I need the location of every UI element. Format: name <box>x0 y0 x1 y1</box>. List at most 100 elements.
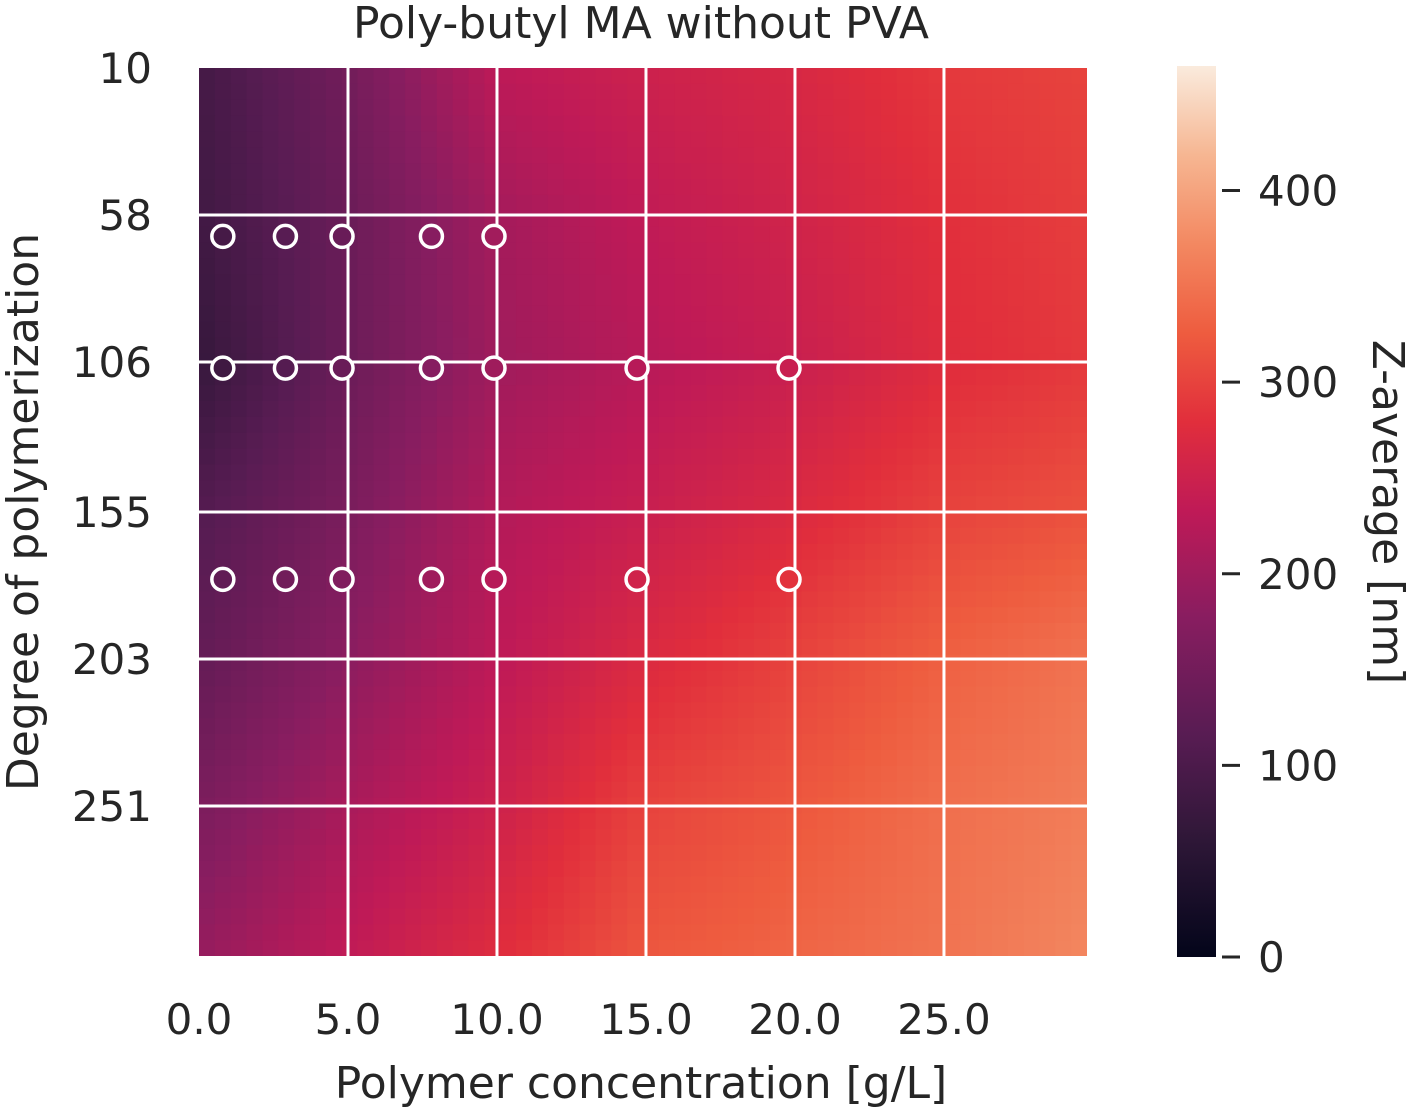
heatmap-cell <box>675 575 691 591</box>
heatmap-cell <box>627 116 643 132</box>
heatmap-cell <box>754 211 770 227</box>
heatmap-cell <box>770 116 786 132</box>
heatmap-cell <box>691 924 707 940</box>
heatmap-cell <box>358 686 374 702</box>
heatmap-cell <box>659 433 675 449</box>
heatmap-cell <box>358 401 374 417</box>
heatmap-cell <box>611 782 627 798</box>
x-tick-label: 15.0 <box>599 995 693 1044</box>
heatmap-cell <box>1008 591 1024 607</box>
heatmap-cell <box>310 782 326 798</box>
heatmap-cell <box>453 940 469 956</box>
heatmap-cell <box>595 290 611 306</box>
heatmap-cell <box>976 782 992 798</box>
heatmap-cell <box>532 893 548 909</box>
heatmap-cell <box>294 639 310 655</box>
heatmap-cell <box>262 528 278 544</box>
heatmap-cell <box>595 575 611 591</box>
heatmap-cell <box>278 702 294 718</box>
heatmap-cell <box>738 258 754 274</box>
heatmap-cell <box>944 845 960 861</box>
heatmap-cell <box>231 607 247 623</box>
heatmap-cell <box>358 734 374 750</box>
heatmap-cell <box>548 464 564 480</box>
heatmap-cell <box>1071 560 1087 576</box>
heatmap-cell <box>326 924 342 940</box>
heatmap-cell <box>405 560 421 576</box>
heatmap-cell <box>659 718 675 734</box>
heatmap-cell <box>215 385 231 401</box>
heatmap-cell <box>437 401 453 417</box>
heatmap-cell <box>1008 575 1024 591</box>
heatmap-cell <box>659 813 675 829</box>
heatmap-cell <box>595 274 611 290</box>
heatmap-cell <box>1055 544 1071 560</box>
heatmap-cell <box>548 290 564 306</box>
heatmap-cell <box>960 591 976 607</box>
heatmap-cell <box>453 68 469 84</box>
heatmap-cell <box>1039 338 1055 354</box>
heatmap-cell <box>913 908 929 924</box>
heatmap-cell <box>532 845 548 861</box>
heatmap-cell <box>976 464 992 480</box>
heatmap-cell <box>278 623 294 639</box>
heatmap-cell <box>802 211 818 227</box>
heatmap-cell <box>389 369 405 385</box>
heatmap-cell <box>865 908 881 924</box>
heatmap-cell <box>817 607 833 623</box>
heatmap-cell <box>1055 766 1071 782</box>
heatmap-cell <box>262 322 278 338</box>
heatmap-cell <box>595 560 611 576</box>
heatmap-cell <box>960 163 976 179</box>
heatmap-cell <box>564 623 580 639</box>
heatmap-cell <box>944 877 960 893</box>
heatmap-cell <box>580 607 596 623</box>
heatmap-cell <box>738 242 754 258</box>
heatmap-cell <box>516 385 532 401</box>
heatmap-cell <box>675 544 691 560</box>
heatmap-cell <box>247 845 263 861</box>
heatmap-cell <box>675 179 691 195</box>
heatmap-cell <box>294 433 310 449</box>
heatmap-cell <box>976 322 992 338</box>
heatmap-cell <box>722 575 738 591</box>
heatmap-cell <box>1008 68 1024 84</box>
heatmap-cell <box>564 845 580 861</box>
heatmap-cell <box>817 449 833 465</box>
heatmap-cell <box>897 861 913 877</box>
heatmap-cell <box>897 512 913 528</box>
heatmap-cell <box>595 893 611 909</box>
heatmap-cell <box>215 766 231 782</box>
data-point <box>212 568 234 590</box>
heatmap-cell <box>342 893 358 909</box>
heatmap-cell <box>1055 575 1071 591</box>
heatmap-cell <box>580 813 596 829</box>
heatmap-cell <box>294 116 310 132</box>
heatmap-cell <box>500 147 516 163</box>
heatmap-cell <box>389 68 405 84</box>
heatmap-cell <box>944 401 960 417</box>
heatmap-cell <box>611 560 627 576</box>
heatmap-cell <box>865 306 881 322</box>
heatmap-cell <box>215 417 231 433</box>
heatmap-cell <box>913 322 929 338</box>
heatmap-cell <box>1039 829 1055 845</box>
heatmap-cell <box>992 369 1008 385</box>
heatmap-cell <box>1071 306 1087 322</box>
heatmap-cell <box>722 227 738 243</box>
heatmap-cell <box>405 718 421 734</box>
heatmap-cell <box>580 623 596 639</box>
heatmap-cell <box>389 591 405 607</box>
heatmap-cell <box>611 671 627 687</box>
heatmap-cell <box>1039 227 1055 243</box>
heatmap-cell <box>278 480 294 496</box>
heatmap-cell <box>389 734 405 750</box>
heatmap-cell <box>722 512 738 528</box>
heatmap-cell <box>199 671 215 687</box>
y-axis-label: Degree of polymerization <box>0 233 49 791</box>
heatmap-cell <box>659 258 675 274</box>
heatmap-cell <box>881 750 897 766</box>
heatmap-cell <box>913 877 929 893</box>
heatmap-cell <box>231 496 247 512</box>
heatmap-cell <box>675 686 691 702</box>
